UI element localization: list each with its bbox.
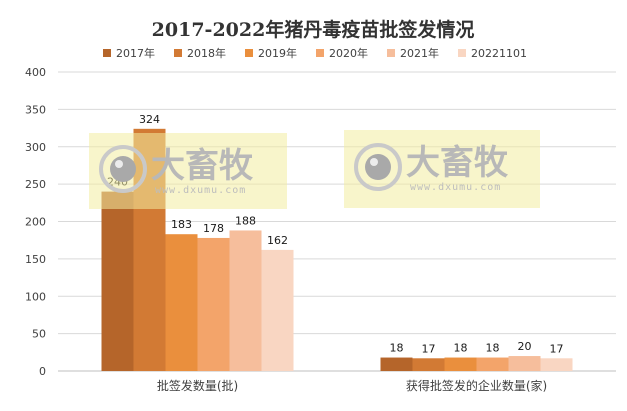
bar xyxy=(261,249,294,371)
bar xyxy=(508,356,541,371)
watermark-brand: 大畜牧 xyxy=(406,143,509,183)
bar xyxy=(540,358,573,371)
legend-label: 2020年 xyxy=(329,46,368,60)
legend-label: 20221101 xyxy=(471,47,527,60)
data-label: 20 xyxy=(518,340,532,353)
watermark-ring xyxy=(99,145,147,193)
y-tick-label: 300 xyxy=(25,141,46,154)
data-label: 17 xyxy=(550,342,564,355)
data-label: 162 xyxy=(267,234,288,247)
bar xyxy=(229,230,262,371)
data-label: 18 xyxy=(390,342,404,355)
legend-label: 2017年 xyxy=(116,46,155,60)
data-label: 178 xyxy=(203,222,224,235)
y-tick-label: 0 xyxy=(39,365,46,378)
legend-swatch xyxy=(458,49,466,57)
x-axis: 批签发数量(批) 获得批签发的企业数量(家) xyxy=(157,378,547,393)
bar xyxy=(380,357,413,371)
legend-swatch xyxy=(103,49,111,57)
watermark-dot-highlight xyxy=(370,158,378,166)
y-tick-label: 200 xyxy=(25,216,46,229)
legend-label: 2021年 xyxy=(400,46,439,60)
watermark-url: www.dxumu.com xyxy=(410,182,501,193)
y-tick-label: 100 xyxy=(25,290,46,303)
bar xyxy=(412,358,445,371)
bar xyxy=(476,357,509,371)
data-label: 18 xyxy=(454,342,468,355)
watermark-dot xyxy=(365,154,391,180)
y-tick-label: 400 xyxy=(25,66,46,79)
data-label: 18 xyxy=(486,342,500,355)
watermark-dot-highlight xyxy=(115,160,123,168)
data-label: 17 xyxy=(422,342,436,355)
y-axis: 0 50 100 150 200 250 300 350 400 xyxy=(25,66,46,378)
watermark-url: www.dxumu.com xyxy=(155,185,246,196)
y-tick-label: 50 xyxy=(32,328,46,341)
data-label: 183 xyxy=(171,218,192,231)
legend-swatch xyxy=(174,49,182,57)
legend-swatch xyxy=(387,49,395,57)
bar xyxy=(165,234,198,371)
legend-label: 2018年 xyxy=(187,46,226,60)
x-tick-label: 获得批签发的企业数量(家) xyxy=(406,378,547,393)
legend: 2017年 2018年 2019年 2020年 2021年 20221101 xyxy=(103,46,527,60)
y-tick-label: 150 xyxy=(25,253,46,266)
y-tick-label: 250 xyxy=(25,178,46,191)
watermark-ring xyxy=(354,143,402,191)
legend-label: 2019年 xyxy=(258,46,297,60)
bar xyxy=(101,191,134,371)
chart-title: 2017-2022年猪丹毒疫苗批签发情况 xyxy=(152,18,475,41)
bar xyxy=(197,237,230,371)
watermark-brand: 大畜牧 xyxy=(151,146,254,186)
y-tick-label: 350 xyxy=(25,103,46,116)
watermark-dot xyxy=(110,156,136,182)
data-label: 324 xyxy=(139,113,160,126)
x-tick-label: 批签发数量(批) xyxy=(157,378,238,393)
legend-swatch xyxy=(316,49,324,57)
legend-swatch xyxy=(245,49,253,57)
data-label: 188 xyxy=(235,214,256,227)
bars xyxy=(101,128,573,371)
bar xyxy=(444,357,477,371)
